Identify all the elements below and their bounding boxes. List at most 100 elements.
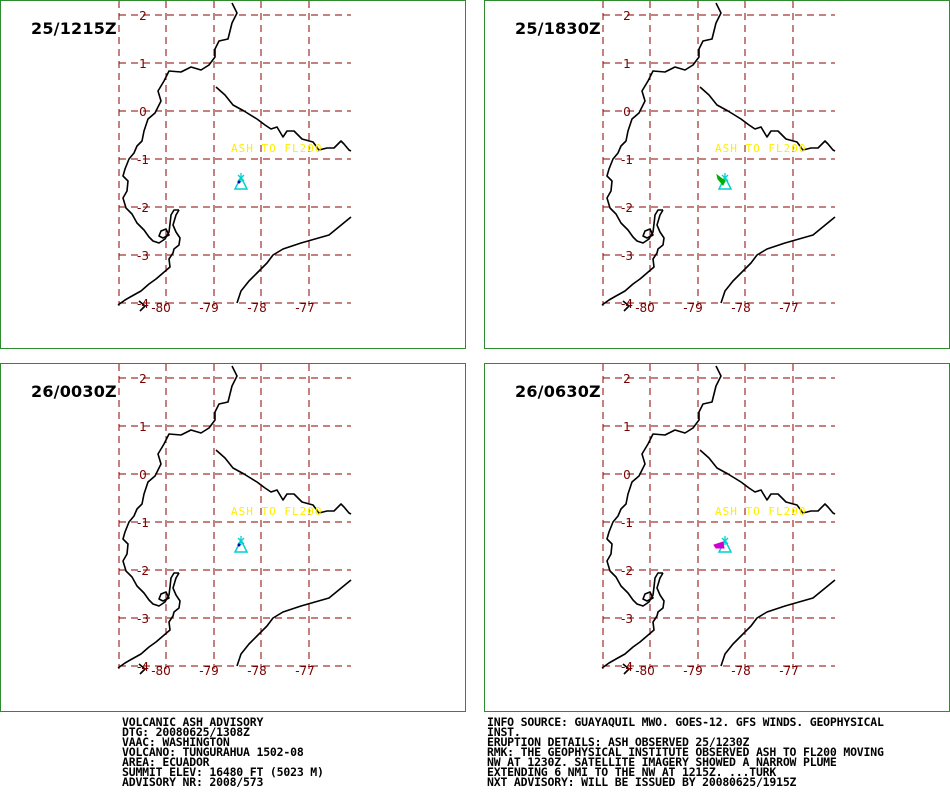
coastline: [138, 300, 146, 312]
country-border: [236, 579, 352, 667]
latitude-label: 2: [623, 9, 631, 23]
advisory-line: ERUPTION DETAILS: ASH OBSERVED 25/1230Z: [487, 735, 750, 749]
panel-time-label: 25/1215Z: [31, 19, 117, 38]
latitude-label: -3: [621, 249, 633, 263]
volcano-icon: [233, 536, 249, 553]
country-border: [215, 449, 352, 515]
volcano-icon: [233, 173, 249, 190]
coastline: [606, 2, 722, 244]
longitude-label: -79: [683, 664, 703, 678]
latitude-label: -3: [137, 249, 149, 263]
latitude-label: 2: [139, 372, 147, 386]
latitude-label: 2: [139, 9, 147, 23]
island-outline: [642, 228, 654, 239]
coastline-group: [117, 2, 352, 312]
latitude-label: -4: [621, 297, 633, 311]
ash-plume: [237, 543, 241, 547]
longitude-label: -79: [199, 301, 219, 315]
latitude-label: -2: [621, 201, 633, 215]
latitude-label: -2: [137, 201, 149, 215]
map-canvas: 2 1 0 -1 -2 -3 -4 -80 -79 -78 -77 ASH TO FL200: [117, 364, 352, 678]
country-border: [236, 216, 352, 304]
advisory-line: INFO SOURCE: GUAYAQUIL MWO. GOES-12. GFS…: [487, 715, 884, 729]
panel-time-label: 26/0630Z: [515, 382, 601, 401]
latitude-label: -4: [621, 660, 633, 674]
island-outline: [158, 228, 170, 239]
latitude-label: -4: [137, 660, 149, 674]
panel-time-label: 25/1830Z: [515, 19, 601, 38]
latitude-label: 0: [139, 468, 147, 482]
latitude-label: 2: [623, 372, 631, 386]
country-border: [699, 449, 836, 515]
graticule: [602, 364, 835, 669]
map-panel-2: 2 1 0 -1 -2 -3 -4 -80 -79 -78 -77 ASH TO FL200 25/18…: [484, 0, 950, 349]
graticule: [602, 1, 835, 306]
country-border: [720, 216, 836, 304]
advisory-line: NW AT 1230Z. SATELLITE IMAGERY SHOWED A …: [487, 755, 837, 769]
coastline: [601, 209, 665, 306]
ash-plume: [237, 180, 241, 184]
latitude-label: -2: [137, 564, 149, 578]
country-border: [720, 579, 836, 667]
latitude-label: 1: [623, 420, 631, 434]
coastline-group: [601, 365, 836, 675]
longitude-label: -77: [295, 664, 315, 678]
longitude-label: -80: [151, 301, 171, 315]
latitude-label: 1: [139, 420, 147, 434]
latitude-label: -3: [621, 612, 633, 626]
latitude-label: -1: [621, 516, 633, 530]
ash-plume: [713, 541, 725, 549]
longitude-label: -80: [635, 301, 655, 315]
map-panel-4: 2 1 0 -1 -2 -3 -4 -80 -79 -78 -77 ASH TO FL200 26/06…: [484, 363, 950, 712]
ash-height-label: ASH TO FL200: [715, 142, 806, 155]
island-outline: [642, 591, 654, 602]
advisory-line: NXT ADVISORY: WILL BE ISSUED BY 20080625…: [487, 775, 797, 789]
coastline: [117, 209, 181, 306]
advisory-line: ADVISORY NR: 2008/573: [122, 775, 264, 789]
island-outline: [158, 591, 170, 602]
map-panel-1: 2 1 0 -1 -2 -3 -4 -80 -79 -78 -77 ASH TO FL200 25/12…: [0, 0, 466, 349]
coastline: [622, 663, 630, 675]
advisory-right-block: INFO SOURCE: GUAYAQUIL MWO. GOES-12. GFS…: [487, 715, 884, 789]
longitude-label: -78: [731, 664, 751, 678]
latitude-label: -2: [621, 564, 633, 578]
latitude-label: -3: [137, 612, 149, 626]
advisory-line: VAAC: WASHINGTON: [122, 735, 230, 749]
longitude-label: -80: [635, 664, 655, 678]
longitude-label: -79: [199, 664, 219, 678]
latitude-label: -1: [137, 516, 149, 530]
latitude-label: 1: [623, 57, 631, 71]
coastline: [117, 572, 181, 669]
advisory-left-block: VOLCANIC ASH ADVISORY DTG: 20080625/1308Z…: [122, 715, 324, 789]
longitude-label: -77: [779, 664, 799, 678]
coastline: [601, 572, 665, 669]
coastline: [138, 663, 146, 675]
longitude-label: -78: [247, 664, 267, 678]
coastline: [122, 2, 238, 244]
panel-time-label: 26/0030Z: [31, 382, 117, 401]
advisory-line: DTG: 20080625/1308Z: [122, 725, 250, 739]
advisory-line: RMK: THE GEOPHYSICAL INSTITUTE OBSERVED …: [487, 745, 884, 759]
map-canvas: 2 1 0 -1 -2 -3 -4 -80 -79 -78 -77 ASH TO FL200: [117, 1, 352, 315]
longitude-label: -78: [731, 301, 751, 315]
latitude-label: 0: [623, 105, 631, 119]
latitude-label: 0: [139, 105, 147, 119]
advisory-line: SUMMIT ELEV: 16480 FT (5023 M): [122, 765, 324, 779]
ash-plume: [716, 173, 726, 186]
advisory-line: INST.: [487, 725, 521, 739]
advisory-line: VOLCANO: TUNGURAHUA 1502-08: [122, 745, 304, 759]
coastline-group: [601, 2, 836, 312]
country-border: [215, 86, 352, 152]
longitude-label: -77: [779, 301, 799, 315]
map-panel-3: 2 1 0 -1 -2 -3 -4 -80 -79 -78 -77 ASH TO FL200 26/00…: [0, 363, 466, 712]
latitude-label: -1: [137, 153, 149, 167]
coastline: [622, 300, 630, 312]
graticule: [118, 1, 351, 306]
advisory-line: VOLCANIC ASH ADVISORY: [122, 715, 264, 729]
advisory-line: EXTENDING 6 NMI TO THE NW AT 1215Z. ...T…: [487, 765, 777, 779]
coastline: [122, 365, 238, 607]
latitude-label: 0: [623, 468, 631, 482]
latitude-label: -4: [137, 297, 149, 311]
graticule: [118, 364, 351, 669]
ash-height-label: ASH TO FL200: [231, 142, 322, 155]
